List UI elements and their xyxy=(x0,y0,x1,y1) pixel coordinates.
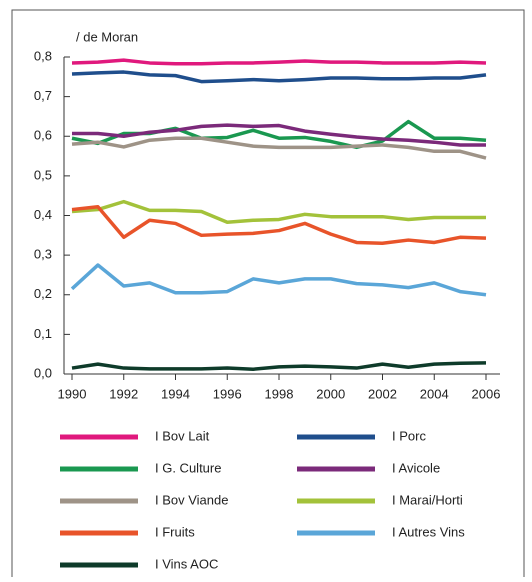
x-tick-label: 1996 xyxy=(213,386,242,401)
y-tick-label: 0,8 xyxy=(34,48,52,63)
series-line xyxy=(72,123,486,147)
legend-label: I Marai/Horti xyxy=(392,492,463,507)
y-tick-label: 0,6 xyxy=(34,128,52,143)
y-tick-label: 0,3 xyxy=(34,247,52,262)
x-tick-label: 2006 xyxy=(472,386,501,401)
legend-label: I Bov Viande xyxy=(155,492,228,507)
x-tick-label: 2002 xyxy=(368,386,397,401)
legend-label: I Fruits xyxy=(155,524,195,539)
series-line xyxy=(71,205,487,245)
x-tick-label: 2000 xyxy=(316,386,345,401)
y-tick-label: 0,1 xyxy=(34,326,52,341)
x-tick-label: 1994 xyxy=(161,386,190,401)
y-tick-label: 0,0 xyxy=(34,365,52,380)
frame xyxy=(11,9,525,577)
y-tick-label: 0,5 xyxy=(34,167,52,182)
legend-label: I Bov Lait xyxy=(155,428,210,443)
series-line xyxy=(71,58,487,66)
series-line xyxy=(71,361,487,371)
legend-label: I G. Culture xyxy=(155,460,221,475)
y-tick-label: 0,4 xyxy=(34,207,52,222)
series-line xyxy=(70,263,487,297)
legend-label: I Autres Vins xyxy=(392,524,465,539)
legend-label: I Porc xyxy=(392,428,426,443)
series-line xyxy=(71,70,487,84)
series-line xyxy=(71,199,486,224)
y-axis-label: / de Moran xyxy=(76,29,138,44)
x-tick-label: 1990 xyxy=(58,386,87,401)
series-line xyxy=(71,136,487,160)
y-tick-label: 0,2 xyxy=(34,286,52,301)
x-tick-label: 1992 xyxy=(109,386,138,401)
x-tick-label: 2004 xyxy=(420,386,449,401)
y-tick-label: 0,7 xyxy=(34,88,52,103)
x-tick-label: 1998 xyxy=(265,386,294,401)
legend-label: I Avicole xyxy=(392,460,440,475)
legend-label: I Vins AOC xyxy=(155,556,218,571)
